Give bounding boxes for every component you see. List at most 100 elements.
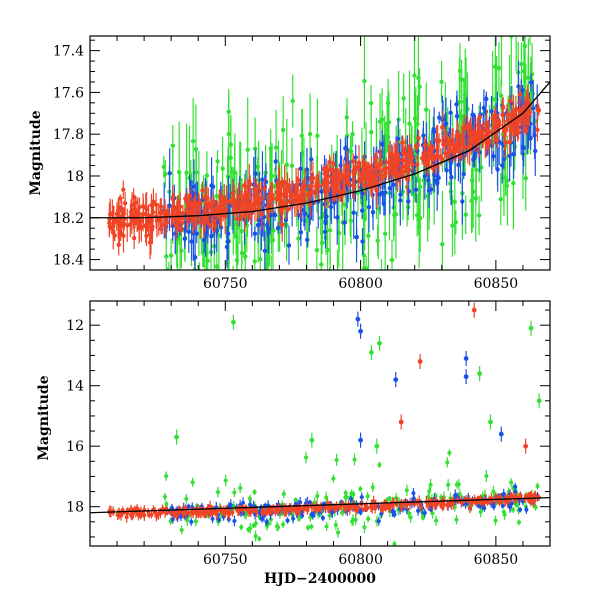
data-point xyxy=(336,530,341,535)
data-point xyxy=(359,172,364,178)
data-point xyxy=(121,233,126,239)
data-point xyxy=(191,184,197,189)
data-point xyxy=(144,233,149,238)
data-point xyxy=(117,196,123,201)
data-point xyxy=(220,199,225,204)
outlier-point xyxy=(498,431,504,437)
y-tick-label: 17.6 xyxy=(53,85,84,101)
data-point xyxy=(487,499,492,504)
data-point xyxy=(204,173,210,178)
data-point xyxy=(513,489,518,494)
data-point xyxy=(158,511,163,516)
data-point xyxy=(501,105,506,110)
data-point xyxy=(269,173,275,179)
data-point xyxy=(476,213,482,218)
data-point xyxy=(135,506,140,511)
data-point xyxy=(131,207,137,212)
data-point xyxy=(484,473,489,478)
data-point xyxy=(214,264,219,269)
data-point xyxy=(185,202,190,207)
data-point xyxy=(454,517,459,522)
data-point xyxy=(457,491,462,496)
data-point xyxy=(328,280,332,284)
data-point xyxy=(520,87,525,93)
data-point xyxy=(228,155,233,160)
data-point xyxy=(131,235,137,241)
data-point xyxy=(293,498,298,503)
data-point xyxy=(261,508,266,513)
data-point xyxy=(502,127,507,132)
data-point xyxy=(483,109,489,114)
data-point xyxy=(435,139,440,145)
data-point xyxy=(111,230,116,235)
outlier-point xyxy=(471,307,477,313)
data-point xyxy=(289,163,295,169)
outlier-point xyxy=(488,419,493,425)
data-point xyxy=(141,512,146,517)
data-point xyxy=(323,219,328,224)
data-point xyxy=(320,214,325,219)
data-point xyxy=(285,186,290,192)
data-point xyxy=(469,198,474,204)
data-point xyxy=(260,177,265,182)
data-point xyxy=(413,187,419,192)
data-point xyxy=(444,168,449,173)
data-point xyxy=(187,193,193,198)
data-point xyxy=(450,223,455,228)
data-point xyxy=(405,164,410,169)
data-point xyxy=(233,233,239,238)
data-point xyxy=(473,195,478,201)
data-point xyxy=(426,178,431,183)
data-point xyxy=(275,524,280,529)
data-point xyxy=(459,140,465,145)
data-point xyxy=(498,93,504,98)
data-point xyxy=(426,188,432,193)
data-point xyxy=(184,209,190,214)
data-point xyxy=(121,187,126,192)
data-point xyxy=(391,182,396,187)
outlier-point xyxy=(174,434,179,440)
data-point xyxy=(164,501,169,506)
data-point xyxy=(454,134,460,139)
data-point xyxy=(226,323,230,327)
data-point xyxy=(349,497,354,502)
data-point xyxy=(215,490,220,495)
data-point xyxy=(456,482,461,487)
data-point xyxy=(348,218,354,224)
data-point xyxy=(486,140,492,146)
outlier-point xyxy=(528,325,534,331)
x-tick-label: 60850 xyxy=(474,552,519,568)
data-point xyxy=(353,507,358,512)
y-tick-label: 18 xyxy=(66,169,84,185)
data-point xyxy=(232,490,237,495)
data-point xyxy=(449,175,454,180)
data-point xyxy=(179,226,184,231)
data-point xyxy=(210,516,215,521)
data-point xyxy=(155,513,160,518)
data-point xyxy=(239,525,244,530)
data-point xyxy=(308,500,313,505)
data-point xyxy=(179,527,184,532)
data-point xyxy=(412,501,417,506)
data-point xyxy=(318,505,323,510)
data-point xyxy=(223,478,228,483)
data-point xyxy=(401,96,406,101)
data-point xyxy=(194,170,199,175)
data-point xyxy=(243,254,248,259)
data-point xyxy=(125,511,130,516)
data-point xyxy=(387,185,393,191)
data-point xyxy=(362,78,367,84)
data-point xyxy=(293,194,299,199)
data-point xyxy=(167,170,172,176)
data-point xyxy=(429,154,434,159)
data-point xyxy=(414,212,420,218)
data-point xyxy=(412,497,417,502)
x-tick-label: 60750 xyxy=(203,276,248,292)
data-point xyxy=(232,170,238,175)
data-point xyxy=(395,136,401,142)
data-point xyxy=(116,242,121,248)
data-point xyxy=(290,98,295,104)
x-tick-label: 60750 xyxy=(203,552,248,568)
data-point xyxy=(515,501,520,506)
data-point xyxy=(532,498,537,503)
